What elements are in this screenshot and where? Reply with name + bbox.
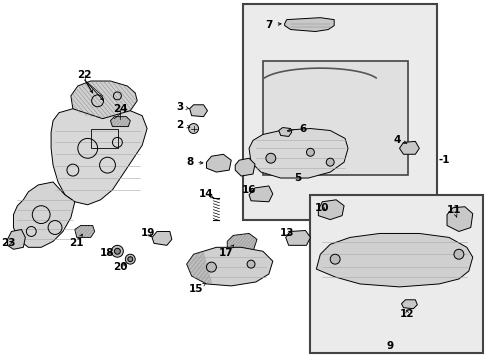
Polygon shape (189, 105, 207, 117)
Text: -1: -1 (437, 155, 449, 165)
Circle shape (111, 245, 123, 257)
Polygon shape (227, 233, 257, 253)
Bar (243, 4, 436, 220)
Bar (310, 195, 482, 353)
Polygon shape (446, 207, 472, 231)
Text: 17: 17 (219, 245, 233, 258)
Polygon shape (278, 127, 291, 136)
Polygon shape (110, 117, 130, 127)
Bar (90, 129, 118, 148)
Text: 24: 24 (113, 104, 127, 114)
Circle shape (453, 249, 463, 259)
Polygon shape (235, 158, 254, 176)
Polygon shape (401, 300, 416, 309)
Text: 19: 19 (141, 229, 155, 238)
Text: 22: 22 (77, 70, 92, 80)
Text: 3: 3 (176, 102, 189, 112)
Polygon shape (75, 225, 95, 237)
Polygon shape (399, 141, 418, 154)
Circle shape (325, 158, 333, 166)
Text: 23: 23 (1, 238, 16, 248)
Circle shape (127, 257, 132, 262)
Polygon shape (51, 109, 147, 205)
Circle shape (125, 254, 135, 264)
Text: 10: 10 (314, 203, 329, 213)
Text: 13: 13 (279, 229, 293, 238)
Polygon shape (285, 230, 310, 245)
Circle shape (246, 260, 254, 268)
Polygon shape (152, 231, 171, 245)
Text: 7: 7 (264, 19, 281, 30)
Text: 11: 11 (446, 205, 460, 217)
Circle shape (265, 153, 275, 163)
Bar (263, 61, 407, 175)
Text: 6: 6 (286, 123, 305, 134)
Text: 2: 2 (176, 120, 189, 130)
Text: 14: 14 (199, 189, 213, 199)
Text: 20: 20 (113, 262, 127, 272)
Text: 21: 21 (69, 234, 84, 248)
Circle shape (306, 148, 314, 156)
Polygon shape (284, 18, 333, 32)
Text: 16: 16 (241, 185, 256, 195)
Circle shape (206, 262, 216, 272)
Polygon shape (7, 229, 25, 249)
Polygon shape (318, 200, 344, 220)
Polygon shape (71, 81, 137, 119)
Polygon shape (316, 233, 472, 287)
Text: 5: 5 (293, 173, 301, 183)
Circle shape (329, 254, 340, 264)
Circle shape (188, 123, 198, 134)
Text: 15: 15 (188, 283, 205, 294)
Circle shape (114, 248, 120, 254)
Text: 12: 12 (399, 309, 414, 319)
Polygon shape (14, 182, 75, 247)
Text: 8: 8 (185, 157, 203, 167)
Polygon shape (186, 247, 272, 286)
Polygon shape (206, 154, 231, 172)
Text: 9: 9 (385, 341, 392, 351)
Polygon shape (248, 186, 272, 202)
Text: 4: 4 (393, 135, 406, 145)
Text: 18: 18 (100, 248, 115, 258)
Polygon shape (248, 129, 347, 178)
